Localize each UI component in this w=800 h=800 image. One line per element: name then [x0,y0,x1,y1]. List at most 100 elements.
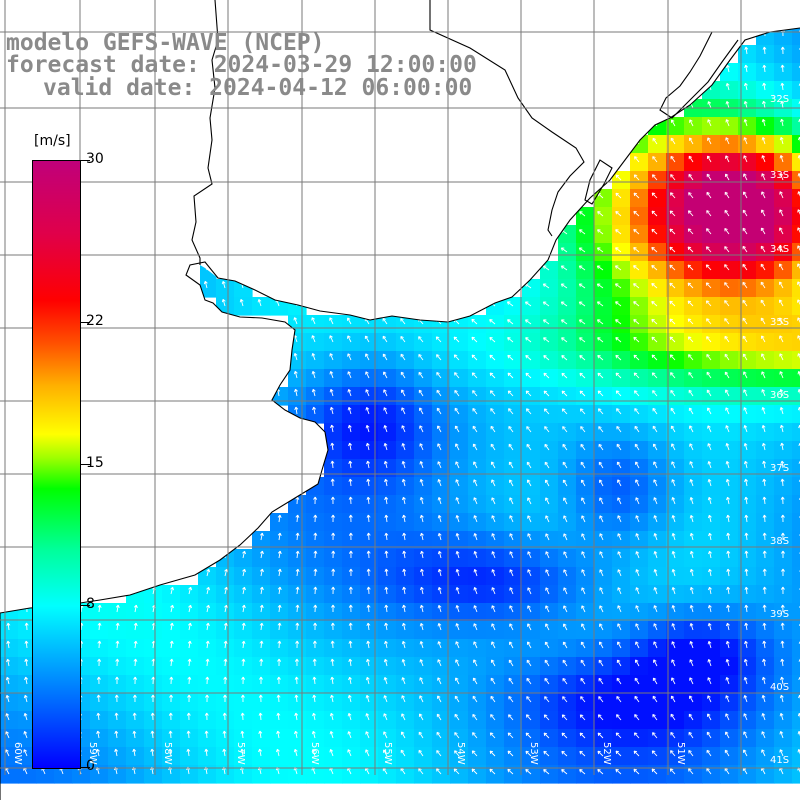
wind-arrow [743,658,748,667]
wind-speed-cell [288,711,307,730]
wind-speed-cell [576,225,595,244]
wind-arrow [242,550,247,559]
wind-speed-cell [360,675,379,694]
wind-arrow [276,712,281,721]
wind-arrow [744,64,749,73]
wind-arrow [725,425,730,433]
wind-speed-cell [180,657,199,676]
wind-speed-cell [522,423,541,442]
wind-arrow [778,263,784,271]
wind-speed-cell [702,621,721,640]
wind-arrow [490,659,496,667]
wind-arrow [5,694,10,703]
wind-speed-cell [324,459,343,478]
wind-speed-cell [234,765,253,784]
wind-arrow [542,265,550,271]
wind-speed-cell [432,495,451,514]
wind-speed-cell [684,207,703,226]
wind-speed-cell [756,675,775,694]
wind-arrow [726,496,730,505]
wind-arrow [669,354,676,361]
wind-speed-cell [756,693,775,712]
wind-speed-cell [414,459,433,478]
wind-arrow [527,587,532,595]
wind-speed-cell [756,297,775,316]
wind-arrow [203,280,208,289]
wind-speed-cell [612,567,631,586]
wind-speed-cell [414,675,433,694]
wind-speed-cell [414,387,433,406]
wind-speed-cell [612,279,631,298]
wind-arrow [419,677,424,685]
wind-arrow [616,659,622,667]
wind-arrow [633,247,640,253]
wind-speed-cell [594,279,613,298]
wind-speed-cell [504,621,523,640]
wind-speed-cell [108,693,127,712]
wind-arrow [706,371,712,379]
wind-arrow [402,550,407,559]
wind-arrow [615,390,622,397]
wind-arrow [186,712,191,721]
wind-speed-cell [630,585,649,604]
wind-arrow [743,371,748,379]
wind-arrow [365,676,370,685]
wind-speed-cell [108,747,127,766]
wind-speed-cell [612,531,631,550]
wind-arrow [507,319,514,325]
wind-speed-cell [396,477,415,496]
wind-speed-cell [486,729,505,748]
wind-speed-cell [630,243,649,262]
wind-speed-cell [288,387,307,406]
wind-arrow [97,640,102,649]
wind-speed-cell [342,621,361,640]
wind-speed-cell [126,729,145,748]
wind-arrow [401,460,406,469]
wind-arrow [780,82,785,91]
wind-speed-cell [684,405,703,424]
wind-arrow [436,768,442,775]
wind-speed-cell [702,189,721,208]
wind-arrow [725,640,730,649]
wind-arrow [599,533,604,541]
wind-arrow [707,119,712,127]
wind-speed-cell [540,333,559,352]
wind-arrow [633,319,640,325]
wind-speed-cell [432,585,451,604]
wind-speed-cell [522,351,541,370]
wind-arrow [23,712,28,721]
wind-speed-cell [792,117,800,136]
wind-speed-cell [774,315,793,334]
wind-speed-cell [414,531,433,550]
wind-speed-cell [306,621,325,640]
wind-speed-cell [648,279,667,298]
wind-speed-cell [360,351,379,370]
wind-speed-cell [450,441,469,460]
wind-speed-cell [252,567,271,586]
wind-speed-cell [90,603,109,622]
wind-speed-cell [126,603,145,622]
wind-arrow [420,568,424,577]
wind-arrow [724,246,730,253]
wind-speed-cell [684,243,703,262]
wind-speed-cell [558,585,577,604]
wind-arrow [437,461,442,469]
wind-speed-cell [774,207,793,226]
wind-speed-cell [360,711,379,730]
wind-speed-cell [396,495,415,514]
wind-speed-cell [306,711,325,730]
wind-speed-cell [594,225,613,244]
wind-speed-cell [738,567,757,586]
wind-speed-cell [306,315,325,334]
wind-speed-cell [486,585,505,604]
wind-speed-cell [468,711,487,730]
wind-arrow [401,658,406,667]
wind-speed-cell [378,711,397,730]
wind-speed-cell [270,675,289,694]
wind-speed-cell [720,765,739,784]
wind-speed-cell [522,693,541,712]
wind-arrow [561,714,568,721]
wind-arrow [651,192,658,199]
wind-speed-cell [576,495,595,514]
wind-speed-cell [216,567,235,586]
